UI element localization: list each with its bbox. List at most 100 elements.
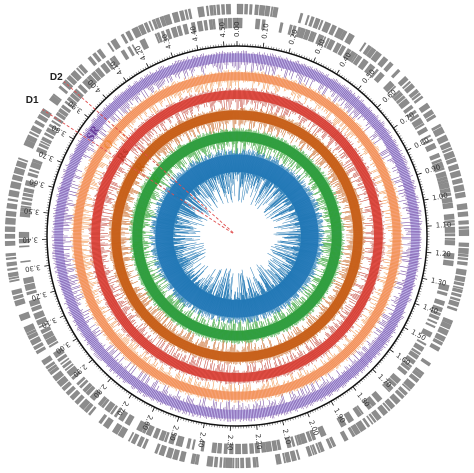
- minor-tick: [339, 395, 342, 398]
- gene-feature: [28, 298, 41, 307]
- scale-tick-label: 0.60: [381, 88, 398, 104]
- minor-tick: [412, 308, 416, 310]
- gene-feature: [117, 426, 129, 439]
- gene-feature: [225, 457, 233, 469]
- deletion-label-d2: D2: [50, 72, 63, 83]
- gene-feature: [104, 401, 116, 413]
- gene-feature: [4, 226, 16, 232]
- gene-feature: [443, 252, 455, 260]
- minor-tick: [335, 398, 338, 401]
- gene-feature: [24, 180, 37, 188]
- minor-tick: [126, 77, 129, 81]
- gene-feature: [447, 163, 460, 172]
- minor-tick: [394, 128, 398, 131]
- gene-feature: [442, 202, 454, 210]
- scale-tick-label: 3.10: [40, 316, 58, 330]
- minor-tick: [189, 49, 191, 52]
- gene-feature: [40, 140, 51, 147]
- gene-feature: [131, 44, 138, 54]
- gene-feature: [444, 223, 455, 226]
- gene-feature: [208, 19, 214, 30]
- minor-tick: [190, 420, 192, 423]
- gene-feature: [21, 201, 32, 206]
- gene-feature: [366, 47, 377, 59]
- gene-feature: [158, 430, 167, 442]
- gene-feature: [261, 19, 266, 30]
- minor-tick: [119, 386, 122, 389]
- gene-feature: [350, 423, 361, 436]
- gene-feature: [65, 385, 76, 396]
- gene-feature: [457, 211, 469, 218]
- gene-feature: [176, 25, 183, 37]
- gene-feature: [15, 160, 28, 169]
- gene-feature: [107, 42, 115, 53]
- gene-feature: [442, 317, 454, 325]
- major-tick: [177, 416, 180, 422]
- minor-tick: [390, 346, 394, 349]
- minor-tick: [369, 98, 372, 101]
- gene-feature: [309, 429, 317, 441]
- gene-feature: [458, 247, 469, 255]
- track-o: [70, 69, 404, 403]
- gene-feature: [270, 6, 274, 17]
- gene-feature: [71, 371, 81, 381]
- gene-feature: [236, 3, 244, 15]
- track-signal-f: [128, 127, 345, 345]
- minor-tick: [129, 76, 131, 79]
- gene-feature: [434, 167, 445, 173]
- gene-feature: [444, 226, 456, 233]
- minor-tick: [65, 322, 68, 324]
- minor-tick: [327, 66, 329, 70]
- minor-tick: [115, 383, 118, 386]
- minor-tick: [405, 146, 408, 149]
- gene-feature: [305, 445, 313, 457]
- gene-feature: [191, 439, 196, 450]
- gene-feature: [371, 409, 382, 421]
- gene-feature: [451, 291, 462, 298]
- minor-tick: [81, 122, 84, 124]
- gene-feature: [209, 5, 214, 16]
- gene-feature: [130, 433, 140, 445]
- minor-tick: [110, 90, 113, 94]
- minor-tick: [184, 50, 186, 54]
- minor-tick: [421, 280, 425, 282]
- gene-feature: [96, 48, 107, 60]
- gene-feature: [30, 125, 42, 135]
- major-tick: [123, 77, 127, 82]
- minor-tick: [420, 285, 423, 287]
- gene-feature: [124, 414, 135, 426]
- gene-feature: [307, 30, 315, 42]
- gene-feature: [175, 435, 181, 446]
- gene-feature: [23, 276, 35, 285]
- gene-feature: [264, 5, 271, 17]
- minor-tick: [155, 408, 158, 411]
- gene-feature: [4, 233, 16, 239]
- minor-tick: [107, 376, 110, 379]
- minor-tick: [329, 67, 332, 71]
- gene-feature: [287, 24, 293, 36]
- gene-feature: [389, 393, 401, 405]
- gene-feature: [449, 170, 462, 179]
- major-tick: [393, 124, 398, 129]
- gene-feature: [429, 152, 441, 161]
- minor-tick: [141, 400, 144, 404]
- gene-feature: [227, 17, 233, 29]
- gene-feature: [127, 46, 135, 57]
- gene-feature: [45, 335, 58, 346]
- gene-feature: [97, 396, 108, 407]
- major-tick: [422, 277, 428, 280]
- gene-feature: [308, 16, 315, 27]
- gene-feature: [371, 391, 383, 403]
- gene-feature: [205, 5, 210, 17]
- gene-feature: [260, 442, 267, 453]
- gene-feature: [403, 104, 414, 114]
- gene-feature: [152, 427, 161, 439]
- minor-tick: [293, 52, 295, 55]
- scale-tick-label: 4.30: [161, 33, 174, 50]
- gene-feature: [356, 405, 364, 415]
- minor-tick: [374, 367, 377, 370]
- gene-feature: [26, 289, 37, 296]
- gene-feature: [143, 22, 151, 33]
- minor-tick: [365, 94, 368, 97]
- minor-tick: [359, 89, 362, 92]
